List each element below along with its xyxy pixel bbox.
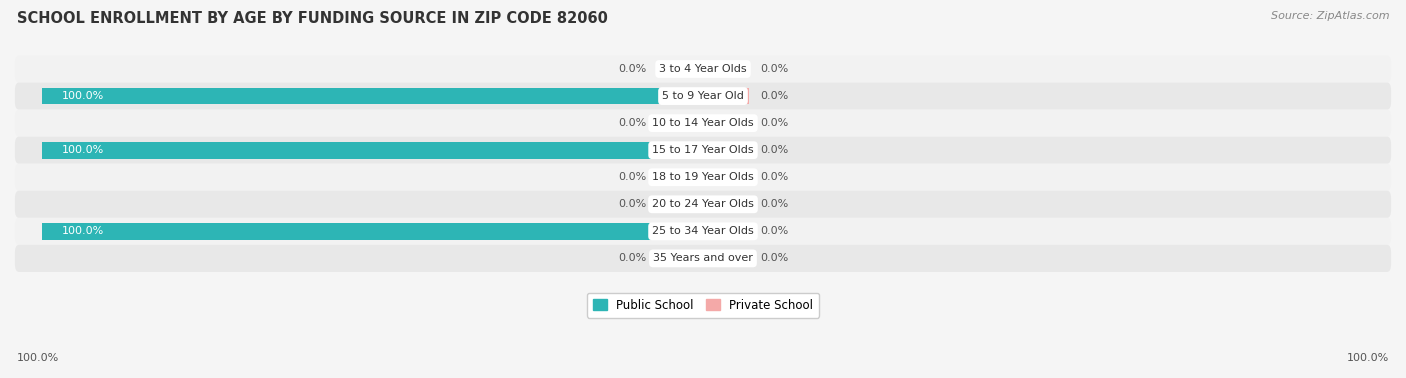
FancyBboxPatch shape — [15, 56, 1391, 82]
Text: 20 to 24 Year Olds: 20 to 24 Year Olds — [652, 199, 754, 209]
FancyBboxPatch shape — [15, 110, 1391, 137]
Text: 100.0%: 100.0% — [62, 226, 104, 236]
FancyBboxPatch shape — [15, 137, 1391, 164]
FancyBboxPatch shape — [15, 191, 1391, 218]
Bar — [657, 169, 703, 186]
Bar — [703, 115, 749, 132]
Text: 0.0%: 0.0% — [617, 118, 647, 128]
Text: 0.0%: 0.0% — [617, 172, 647, 182]
Text: 35 Years and over: 35 Years and over — [652, 253, 754, 263]
Text: 0.0%: 0.0% — [759, 145, 789, 155]
FancyBboxPatch shape — [15, 245, 1391, 272]
Text: 0.0%: 0.0% — [759, 91, 789, 101]
Bar — [703, 142, 749, 159]
Text: 3 to 4 Year Olds: 3 to 4 Year Olds — [659, 64, 747, 74]
Text: 18 to 19 Year Olds: 18 to 19 Year Olds — [652, 172, 754, 182]
Text: 0.0%: 0.0% — [759, 226, 789, 236]
FancyBboxPatch shape — [15, 218, 1391, 245]
Bar — [657, 250, 703, 267]
Text: 0.0%: 0.0% — [617, 253, 647, 263]
Text: 10 to 14 Year Olds: 10 to 14 Year Olds — [652, 118, 754, 128]
Bar — [703, 60, 749, 77]
Bar — [703, 223, 749, 240]
Text: 15 to 17 Year Olds: 15 to 17 Year Olds — [652, 145, 754, 155]
Text: 5 to 9 Year Old: 5 to 9 Year Old — [662, 91, 744, 101]
Text: 0.0%: 0.0% — [759, 172, 789, 182]
Bar — [42, 142, 703, 159]
Text: 0.0%: 0.0% — [759, 253, 789, 263]
Text: 0.0%: 0.0% — [759, 118, 789, 128]
Text: 100.0%: 100.0% — [62, 145, 104, 155]
Bar — [703, 196, 749, 213]
Bar — [703, 169, 749, 186]
FancyBboxPatch shape — [15, 164, 1391, 191]
Legend: Public School, Private School: Public School, Private School — [586, 293, 820, 318]
Text: 100.0%: 100.0% — [1347, 353, 1389, 363]
FancyBboxPatch shape — [15, 82, 1391, 110]
Text: 100.0%: 100.0% — [17, 353, 59, 363]
Text: 25 to 34 Year Olds: 25 to 34 Year Olds — [652, 226, 754, 236]
Bar — [703, 88, 749, 104]
Bar — [703, 250, 749, 267]
Text: 0.0%: 0.0% — [759, 199, 789, 209]
Bar — [657, 60, 703, 77]
Bar — [42, 88, 703, 104]
Bar — [42, 223, 703, 240]
Text: SCHOOL ENROLLMENT BY AGE BY FUNDING SOURCE IN ZIP CODE 82060: SCHOOL ENROLLMENT BY AGE BY FUNDING SOUR… — [17, 11, 607, 26]
Bar — [657, 196, 703, 213]
Text: 100.0%: 100.0% — [62, 91, 104, 101]
Bar — [657, 115, 703, 132]
Text: Source: ZipAtlas.com: Source: ZipAtlas.com — [1271, 11, 1389, 21]
Text: 0.0%: 0.0% — [617, 64, 647, 74]
Text: 0.0%: 0.0% — [617, 199, 647, 209]
Text: 0.0%: 0.0% — [759, 64, 789, 74]
